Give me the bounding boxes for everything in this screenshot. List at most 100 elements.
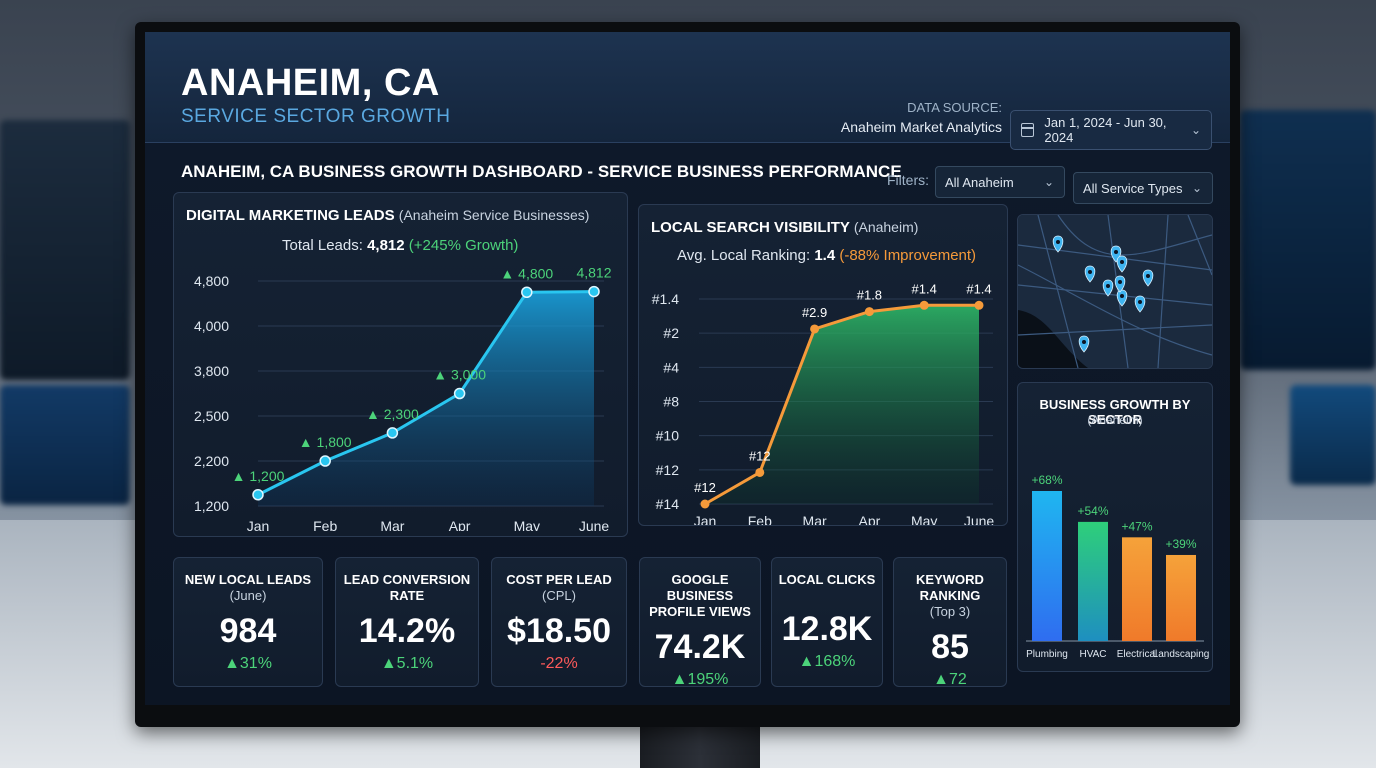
visibility-avg-label: Avg. Local Ranking: — [677, 247, 811, 264]
location-pin-dot — [1138, 300, 1142, 304]
map-road — [1057, 215, 1212, 256]
leads-data-point — [453, 387, 466, 400]
date-range-picker[interactable]: Jan 1, 2024 - Jun 30, 2024 ⌄ — [1010, 110, 1212, 150]
sector-bar — [1122, 537, 1152, 641]
x-tick-label: Jan — [694, 513, 717, 525]
visibility-data-label: #1.4 — [912, 281, 937, 296]
x-tick-label: June — [964, 513, 995, 525]
y-tick-label: #1.4 — [652, 291, 679, 307]
kpi-title: NEW LOCAL LEADS — [184, 572, 312, 587]
sector-bar — [1078, 521, 1108, 641]
location-pin-dot — [1056, 240, 1060, 244]
filters-label: Filters: — [887, 172, 929, 188]
leads-data-point — [521, 286, 533, 298]
kpi-value: 74.2K — [654, 628, 746, 666]
visibility-data-label: #1.8 — [857, 288, 882, 303]
kpi-value: 12.8K — [781, 610, 873, 648]
leads-title-suffix: (Anaheim Service Businesses) — [398, 207, 590, 223]
kpi-google-business-profile-views: GOOGLE BUSINESS PROFILE VIEWS 74.2K ▲195… — [639, 557, 761, 688]
visibility-card-title: LOCAL SEARCH VISIBILITY (Anaheim) — [651, 219, 918, 236]
kpi-subtitle: (Top 3) — [929, 604, 971, 619]
kpi-cost-per-lead: COST PER LEAD (CPL) $18.50 -22% — [491, 557, 627, 687]
visibility-data-point — [700, 499, 710, 509]
y-tick-label: 4,800 — [194, 273, 229, 289]
date-range-text: Jan 1, 2024 - Jun 30, 2024 — [1044, 115, 1167, 145]
service-type-filter-select[interactable]: All Service Types ⌄ — [1073, 172, 1213, 204]
map-road — [1018, 324, 1212, 336]
background-monitor — [0, 385, 130, 505]
location-pin-dot — [1106, 284, 1110, 288]
visibility-data-label: #12 — [694, 480, 716, 495]
kpi-delta: ▲72 — [933, 671, 967, 688]
business-location-map[interactable] — [1018, 215, 1212, 368]
data-source-value: Anaheim Market Analytics — [840, 119, 1002, 135]
dashboard-screen: ANAHEIM, CA SERVICE SECTOR GROWTH DATA S… — [145, 32, 1230, 705]
leads-data-point — [588, 285, 600, 298]
location-pin-dot — [1114, 250, 1118, 254]
leads-area-chart: 4,800 4,000 3,800 2,500 2,200 1,200▲ 1,200 Jan… — [194, 265, 612, 531]
page-title: ANAHEIM, CA — [181, 62, 440, 104]
kpi-value: 85 — [931, 628, 969, 666]
y-tick-label: #4 — [663, 359, 679, 375]
leads-data-label: ▲ 4,800 — [500, 265, 553, 281]
kpi-title: KEYWORD RANKING — [916, 572, 984, 603]
location-pin-dot — [1118, 280, 1122, 284]
leads-total-line: Total Leads: 4,812 (+245% Growth) — [282, 237, 518, 254]
leads-area-fill — [258, 291, 594, 506]
sector-category-label: Landscaping — [1153, 649, 1210, 660]
y-tick-label: #8 — [663, 394, 679, 410]
y-tick-label: #14 — [656, 496, 680, 512]
visibility-data-point — [810, 324, 820, 334]
visibility-data-point — [864, 307, 874, 317]
anaheim-map-card[interactable] — [1017, 214, 1213, 369]
y-tick-label: 1,200 — [194, 498, 229, 514]
leads-card-title: DIGITAL MARKETING LEADS (Anaheim Service… — [186, 207, 589, 224]
kpi-delta: ▲31% — [224, 655, 272, 672]
leads-data-label: ▲ 1,200 — [232, 468, 285, 484]
y-tick-label: 2,200 — [194, 453, 229, 469]
map-road — [1018, 284, 1212, 306]
x-tick-label: Apr — [859, 513, 881, 525]
chevron-down-icon: ⌄ — [1190, 123, 1201, 137]
kpi-title: GOOGLE BUSINESS PROFILE VIEWS — [649, 572, 751, 619]
sector-value-label: +39% — [1165, 537, 1196, 551]
visibility-data-point — [974, 300, 984, 310]
leads-series-line — [257, 290, 595, 497]
x-tick-label: May — [911, 513, 937, 525]
y-tick-label: #2 — [663, 325, 679, 341]
sector-bar — [1166, 554, 1196, 641]
kpi-lead-conversion-rate: LEAD CONVERSION RATE 14.2% ▲5.1% — [335, 557, 479, 687]
service-type-filter-value: All Service Types — [1083, 180, 1183, 196]
kpi-delta: ▲5.1% — [380, 655, 434, 672]
visibility-avg-value: 1.4 — [814, 247, 836, 264]
page-subtitle: SERVICE SECTOR GROWTH — [181, 106, 451, 127]
kpi-keyword-ranking: KEYWORD RANKING (Top 3) 85 ▲72 — [893, 557, 1007, 688]
location-pin-dot — [1082, 340, 1086, 344]
location-pin-dot — [1088, 270, 1092, 274]
sector-value-label: +68% — [1031, 473, 1062, 487]
monitor: ANAHEIM, CA SERVICE SECTOR GROWTH DATA S… — [135, 22, 1240, 727]
leads-data-label: ▲ 3,000 — [433, 367, 486, 383]
kpi-subtitle: (June) — [229, 588, 267, 603]
map-road — [1157, 215, 1169, 368]
leads-data-point — [319, 455, 331, 467]
location-filter-select[interactable]: All Anaheim ⌄ — [935, 166, 1065, 198]
chevron-down-icon: ⌄ — [1191, 181, 1202, 195]
map-road — [1037, 215, 1079, 368]
visibility-title-text: LOCAL SEARCH VISIBILITY — [651, 219, 850, 236]
business-growth-by-sector-card: BUSINESS GROWTH BY SECTOR (Anaheim) +68%… — [1017, 382, 1213, 672]
leads-total-label: Total Leads: — [282, 237, 363, 254]
kpi-subtitle: (CPL) — [542, 588, 576, 603]
x-tick-label: Mar — [803, 513, 827, 525]
digital-marketing-leads-card: DIGITAL MARKETING LEADS (Anaheim Service… — [173, 192, 628, 537]
calendar-icon — [1021, 123, 1035, 137]
kpi-delta: -22% — [540, 655, 578, 672]
sector-category-label: Electrical — [1117, 649, 1158, 660]
data-source-label: DATA SOURCE: — [907, 100, 1002, 115]
leads-growth: (+245% Growth) — [408, 237, 519, 254]
visibility-avg-line: Avg. Local Ranking: 1.4 (-88% Improvemen… — [677, 247, 976, 264]
kpi-delta: ▲168% — [798, 653, 856, 670]
visibility-area-fill — [705, 305, 979, 504]
sector-category-label: HVAC — [1079, 649, 1106, 660]
leads-data-label: 4,812 — [576, 265, 611, 281]
